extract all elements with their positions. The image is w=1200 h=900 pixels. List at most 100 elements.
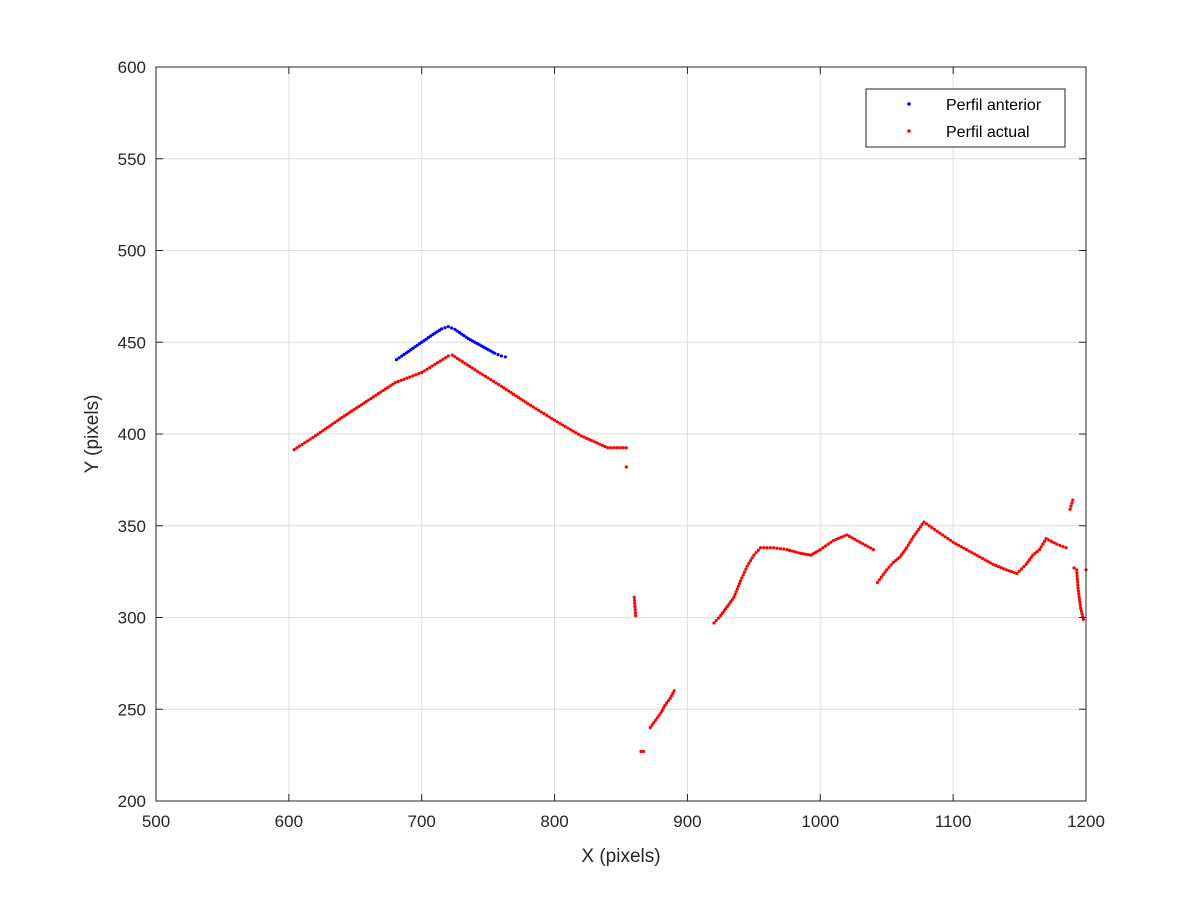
data-point — [379, 390, 383, 394]
data-point — [475, 369, 480, 374]
legend-label-perfil-anterior: Perfil anterior — [946, 97, 1042, 114]
data-point — [598, 442, 602, 446]
data-point — [837, 536, 841, 540]
series-layer — [292, 325, 1088, 754]
data-point — [502, 386, 506, 390]
data-point — [811, 552, 815, 556]
data-point — [428, 365, 432, 370]
data-point — [724, 607, 728, 611]
data-point — [896, 557, 900, 561]
x-tick-label-1: 600 — [275, 812, 303, 831]
data-point — [762, 546, 766, 550]
y-axis-title: Y (pixels) — [82, 395, 103, 474]
data-point — [521, 398, 525, 403]
data-point — [996, 564, 1000, 569]
data-point — [861, 542, 865, 546]
x-tick-label-2: 700 — [408, 812, 436, 831]
data-point — [394, 358, 399, 362]
data-point — [1077, 598, 1082, 602]
data-point — [885, 568, 889, 572]
data-point — [1079, 609, 1083, 613]
data-point — [534, 407, 538, 411]
data-point — [545, 413, 549, 417]
data-point — [388, 384, 392, 388]
data-point — [337, 417, 342, 421]
data-point — [560, 423, 565, 427]
data-point — [775, 546, 779, 550]
data-point — [463, 361, 467, 365]
data-point — [634, 614, 638, 618]
data-point — [446, 325, 450, 329]
data-point — [1026, 560, 1030, 564]
y-ticks: 200 250 300 350 400 450 500 550 600 — [118, 58, 1086, 811]
data-point — [1042, 539, 1047, 543]
data-point — [765, 546, 769, 550]
data-point — [499, 354, 504, 358]
data-point — [954, 542, 958, 546]
data-point — [371, 395, 375, 399]
legend-marker-perfil-anterior — [907, 102, 911, 106]
data-point — [657, 713, 661, 717]
data-point — [655, 716, 659, 720]
data-point — [511, 392, 516, 396]
data-point — [531, 405, 535, 409]
data-point — [959, 545, 963, 549]
data-point — [486, 376, 490, 380]
data-point — [978, 555, 982, 559]
data-point — [788, 548, 792, 552]
data-point — [633, 601, 637, 606]
data-point — [782, 547, 786, 551]
data-point — [881, 573, 885, 577]
data-point — [523, 400, 528, 404]
data-point — [910, 537, 914, 542]
data-point — [1075, 580, 1080, 584]
data-point — [632, 595, 636, 599]
data-point — [927, 524, 931, 528]
data-point — [845, 533, 849, 537]
data-point — [740, 576, 744, 580]
data-point — [330, 422, 334, 426]
data-point — [579, 434, 583, 438]
data-point — [417, 372, 421, 376]
data-point — [1029, 555, 1033, 560]
data-point — [829, 540, 833, 544]
data-point — [453, 355, 457, 359]
y-tick-label-8: 600 — [118, 58, 146, 77]
data-point — [951, 540, 955, 544]
data-point — [529, 403, 533, 407]
data-point — [809, 553, 813, 557]
data-point — [621, 446, 625, 450]
data-point — [1022, 564, 1026, 569]
data-point — [425, 367, 429, 371]
data-point — [935, 529, 939, 533]
data-point — [901, 550, 905, 554]
data-point — [831, 538, 836, 543]
data-point — [381, 388, 385, 393]
data-point — [333, 420, 337, 425]
data-point — [821, 546, 825, 550]
data-point — [869, 546, 873, 550]
data-point — [988, 561, 992, 565]
data-point — [539, 410, 543, 414]
data-point — [493, 351, 497, 355]
data-point — [606, 446, 610, 450]
data-point — [483, 374, 488, 378]
data-point — [595, 441, 599, 445]
data-point — [778, 547, 783, 551]
data-point — [1024, 562, 1028, 566]
data-point — [839, 535, 844, 539]
data-point — [967, 549, 971, 553]
data-point — [408, 375, 412, 379]
data-point — [455, 356, 459, 360]
data-point — [1075, 568, 1079, 572]
data-point — [818, 548, 822, 552]
x-tick-label-6: 1100 — [935, 812, 972, 831]
data-point — [624, 446, 628, 450]
x-ticks: 500 600 700 800 900 1000 1100 1200 — [142, 67, 1105, 831]
data-point — [444, 356, 448, 360]
x-tick-label-5: 1000 — [801, 812, 839, 831]
y-tick-label-0: 200 — [118, 792, 146, 811]
data-point — [473, 368, 477, 372]
data-point — [905, 546, 909, 550]
data-point — [883, 570, 887, 574]
